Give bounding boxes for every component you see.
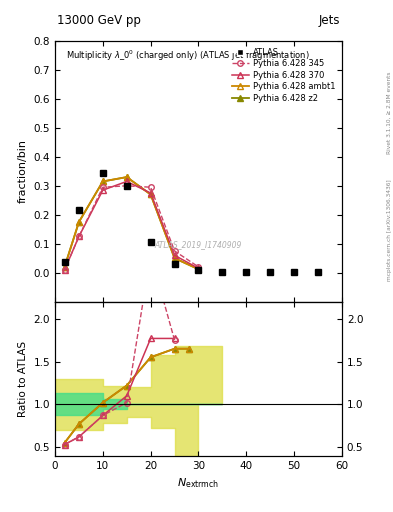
Y-axis label: fraction/bin: fraction/bin [18,139,28,203]
X-axis label: $N_{\rm extrm{ch}}$: $N_{\rm extrm{ch}}$ [177,476,220,490]
Y-axis label: Ratio to ATLAS: Ratio to ATLAS [18,340,28,417]
Text: mcplots.cern.ch [arXiv:1306.3436]: mcplots.cern.ch [arXiv:1306.3436] [387,180,391,281]
Text: Rivet 3.1.10, ≥ 2.8M events: Rivet 3.1.10, ≥ 2.8M events [387,71,391,154]
Text: Multiplicity $\lambda\_0^0$ (charged only) (ATLAS jet fragmentation): Multiplicity $\lambda\_0^0$ (charged onl… [66,49,310,63]
Text: 13000 GeV pp: 13000 GeV pp [57,14,141,27]
Text: ATLAS_2019_I1740909: ATLAS_2019_I1740909 [155,240,242,249]
Legend: ATLAS, Pythia 6.428 345, Pythia 6.428 370, Pythia 6.428 ambt1, Pythia 6.428 z2: ATLAS, Pythia 6.428 345, Pythia 6.428 37… [230,45,338,105]
Text: Jets: Jets [318,14,340,27]
